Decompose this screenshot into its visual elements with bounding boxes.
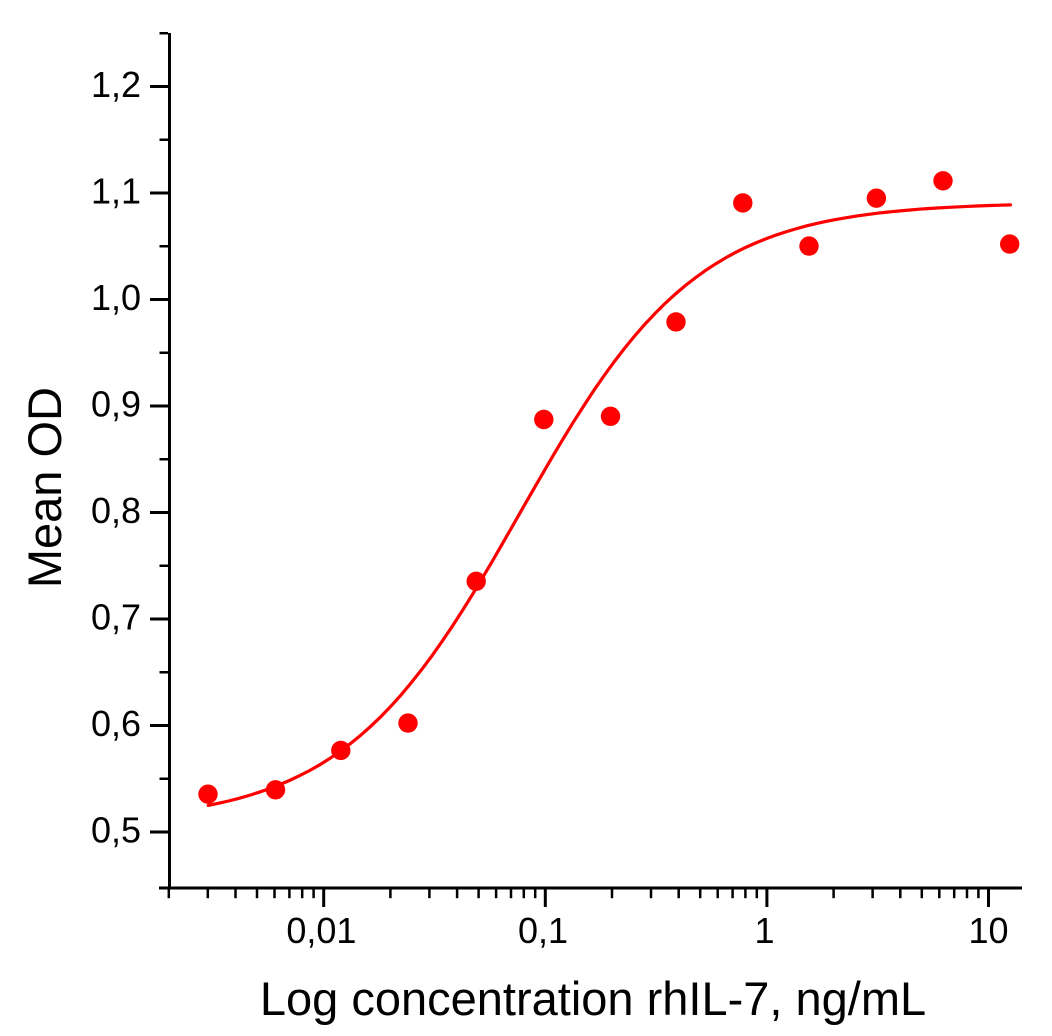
svg-text:1: 1 [754,910,774,951]
svg-text:10: 10 [968,910,1008,951]
svg-text:0,1: 0,1 [518,910,568,951]
svg-text:0,01: 0,01 [286,910,356,951]
svg-text:0,5: 0,5 [91,810,141,851]
svg-text:1,1: 1,1 [91,171,141,212]
svg-text:Mean OD: Mean OD [18,387,71,588]
svg-text:1,0: 1,0 [91,277,141,318]
svg-text:0,6: 0,6 [91,703,141,744]
svg-text:0,7: 0,7 [91,597,141,638]
svg-text:0,9: 0,9 [91,384,141,425]
svg-text:Log concentration rhIL-7, ng/m: Log concentration rhIL-7, ng/mL [260,972,926,1025]
svg-text:1,2: 1,2 [91,64,141,105]
svg-text:0,8: 0,8 [91,490,141,531]
